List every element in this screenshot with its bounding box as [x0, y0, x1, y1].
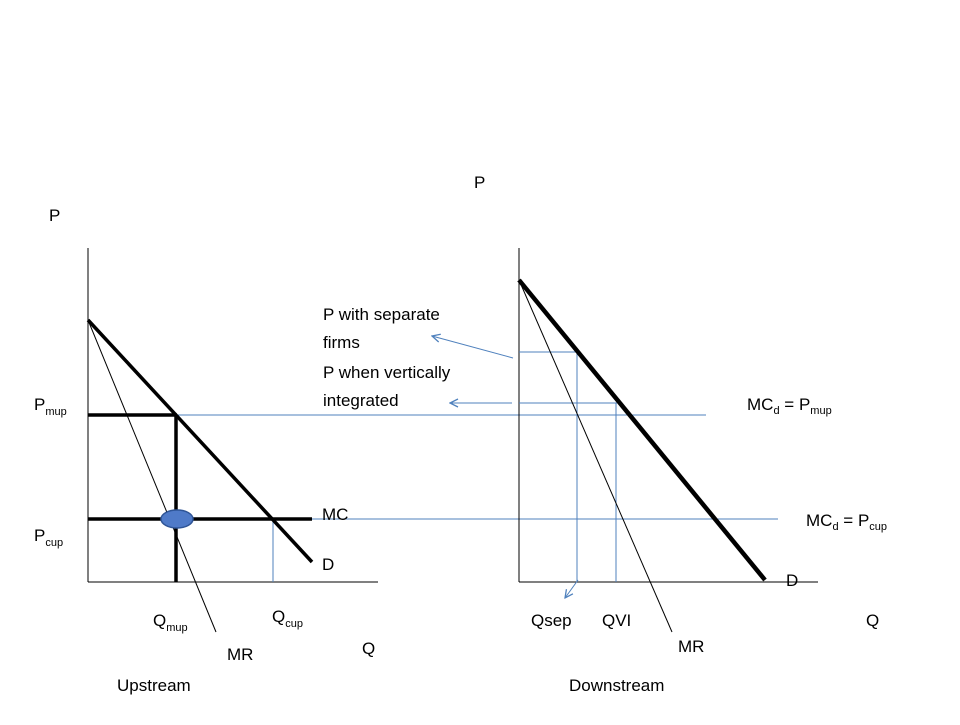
- downstream-caption: Downstream: [569, 676, 664, 695]
- upstream-panel: P Q Pmup Pcup Qmup Qcup MC D MR Upstream: [34, 206, 778, 695]
- qsep-pointer-arrow: [565, 579, 579, 598]
- downstream-mr-curve: [518, 279, 673, 633]
- downstream-x-axis-label: Q: [866, 611, 879, 630]
- label-q-mup: Qmup: [153, 611, 188, 634]
- upstream-demand-label: D: [322, 555, 334, 574]
- upstream-caption: Upstream: [117, 676, 191, 695]
- label-p-cup: Pcup: [34, 526, 63, 549]
- annotation-separate-firms-line2: firms: [323, 333, 360, 352]
- upstream-demand-curve: [86, 318, 314, 564]
- annotation-vertical-line1: P when vertically: [323, 363, 451, 382]
- mr-mc-intersection-dot: [160, 509, 194, 529]
- arrow-separate-firms: [432, 336, 514, 359]
- price-annotations: P with separate firms P when vertically …: [323, 305, 514, 410]
- upstream-y-axis-label: P: [49, 206, 60, 225]
- upstream-mc-label: MC: [322, 505, 348, 524]
- downstream-mr-label: MR: [678, 637, 704, 656]
- label-p-mup: Pmup: [34, 395, 67, 418]
- label-qsep: Qsep: [531, 611, 572, 630]
- upstream-mr-curve: [87, 319, 217, 633]
- label-mc-d-p-mup: MCd = Pmup: [747, 395, 832, 417]
- downstream-y-axis-label: P: [474, 173, 485, 192]
- downstream-demand-curve: [517, 278, 767, 582]
- downstream-demand-label: D: [786, 571, 798, 590]
- upstream-x-axis-label: Q: [362, 639, 375, 658]
- annotation-vertical-line2: integrated: [323, 391, 399, 410]
- downstream-panel: P Q MCd = Pmup MCd = Pcup D Qsep QVI MR …: [474, 173, 887, 695]
- annotation-separate-firms-line1: P with separate: [323, 305, 440, 324]
- label-qvi: QVI: [602, 611, 631, 630]
- label-mc-d-p-cup: MCd = Pcup: [806, 511, 887, 533]
- upstream-mr-label: MR: [227, 645, 253, 664]
- label-q-cup: Qcup: [272, 607, 303, 630]
